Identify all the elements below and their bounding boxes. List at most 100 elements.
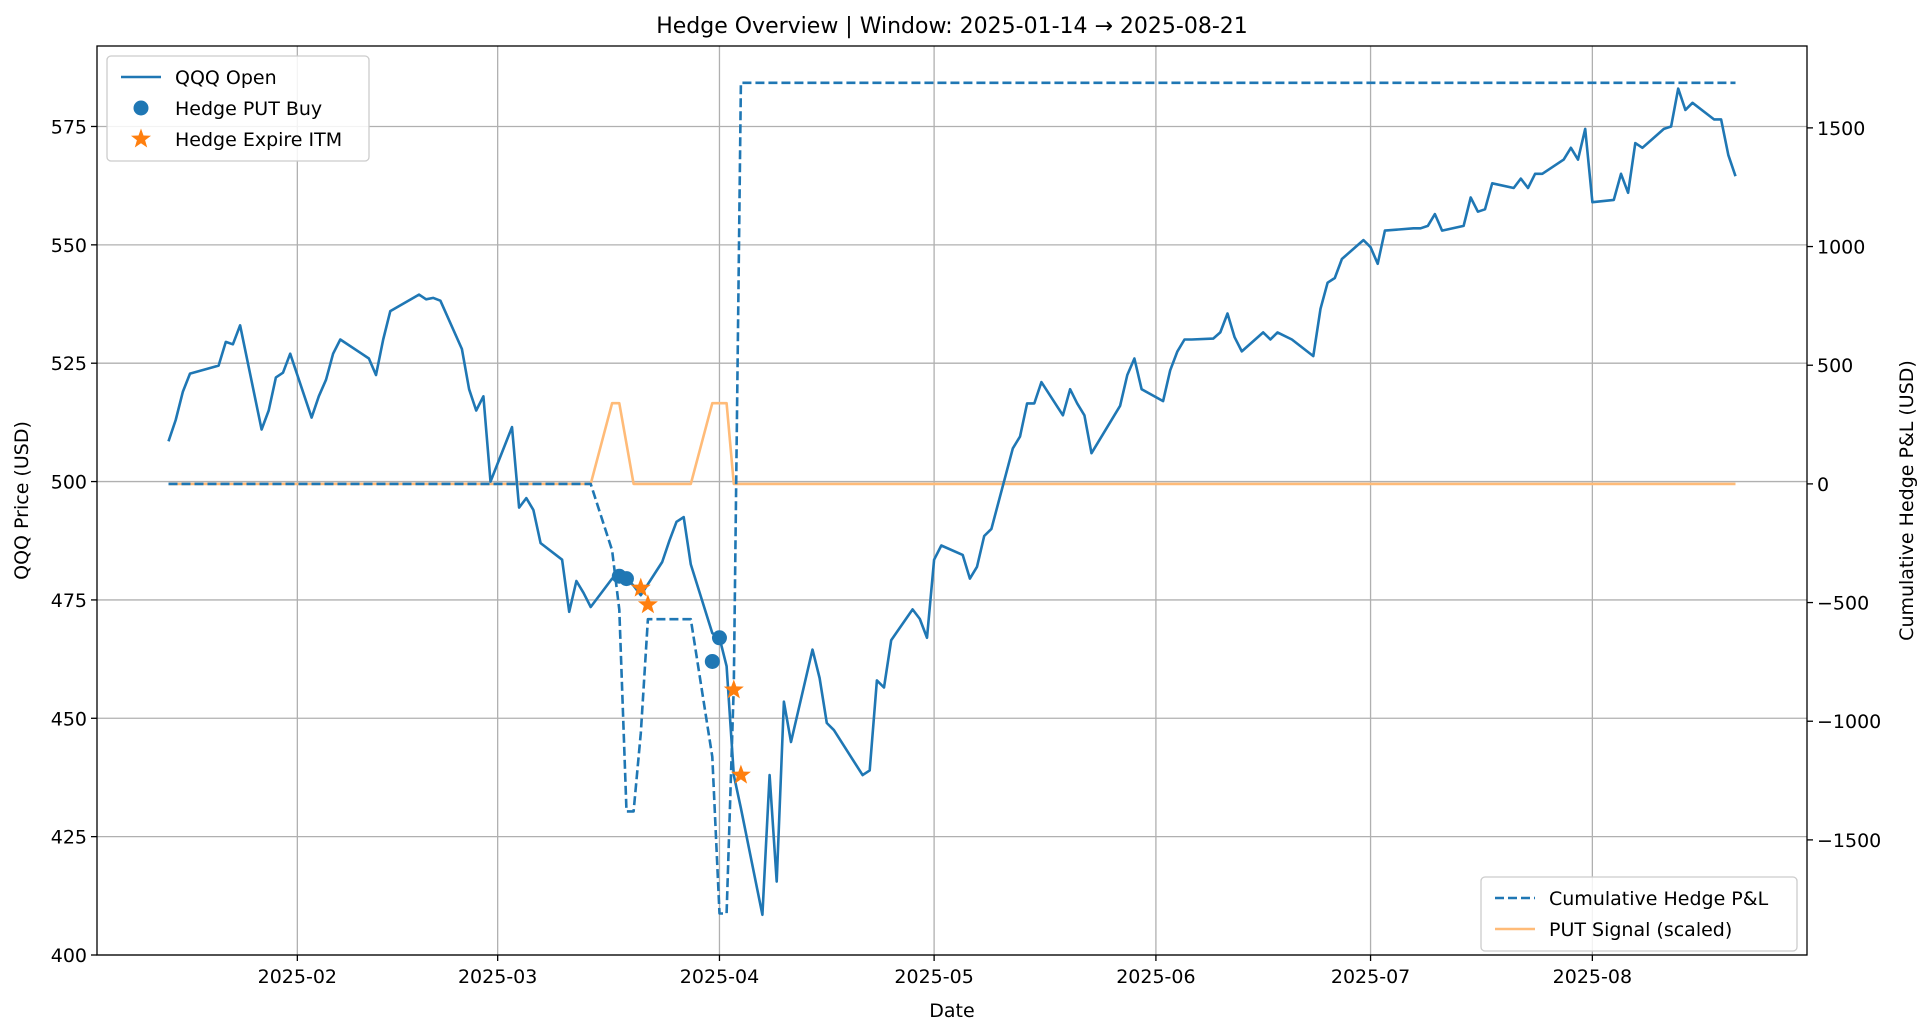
qqq-open-point	[389, 310, 391, 312]
qqq-open-point	[890, 639, 892, 641]
qqq-open-point	[1369, 246, 1371, 248]
put-signal-scaled-point	[690, 483, 692, 485]
qqq-open-point	[1226, 312, 1228, 314]
qqq-open-point	[869, 769, 871, 771]
x-tick-label: 2025-05	[894, 966, 973, 988]
qqq-open-point	[725, 665, 727, 667]
qqq-open-point	[539, 542, 541, 544]
ticks: 2025-02 2025-03 2025-04 2025-05 2025-06 2025-…	[51, 116, 1882, 988]
qqq-open-point	[1613, 199, 1615, 201]
qqq-open-point	[1384, 229, 1386, 231]
put-signal-scaled-point	[618, 402, 620, 404]
qqq-open-point	[919, 618, 921, 620]
cumulative-hedge-p-l-point	[718, 912, 720, 914]
legend-frame	[1480, 876, 1798, 952]
qqq-open-point	[1491, 182, 1493, 184]
qqq-open-point	[382, 338, 384, 340]
qqq-open-point	[432, 297, 434, 299]
qqq-open-point	[1276, 331, 1278, 333]
legend-left: QQQ Open Hedge PUT Buy Hedge Expire ITM	[106, 55, 370, 162]
qqq-open-point	[1176, 350, 1178, 352]
qqq-open-point	[1133, 357, 1135, 359]
qqq-open-point	[439, 300, 441, 302]
cumulative-hedge-p-l-point	[590, 483, 592, 485]
legend-label-hedge-put-buy: Hedge PUT Buy	[175, 98, 322, 120]
y-left-tick-label: 400	[51, 945, 87, 967]
qqq-open-point	[1427, 225, 1429, 227]
qqq-open-point	[1627, 192, 1629, 194]
qqq-open-point	[1083, 414, 1085, 416]
qqq-open-point	[876, 679, 878, 681]
qqq-open-point	[911, 608, 913, 610]
y-left-axis-label: QQQ Price (USD)	[11, 421, 33, 580]
hedge-put-buy-marker	[618, 571, 634, 587]
qqq-open-point	[1734, 175, 1736, 177]
qqq-open-point	[239, 324, 241, 326]
put-signal-scaled-point	[711, 402, 713, 404]
qqq-open-point	[926, 637, 928, 639]
qqq-open-point	[1462, 225, 1464, 227]
qqq-open-point	[1119, 405, 1121, 407]
qqq-open-point	[189, 372, 191, 374]
qqq-open-point	[525, 497, 527, 499]
put-signal-scaled-point	[1734, 483, 1736, 485]
legend-label-qqq-open: QQQ Open	[175, 67, 277, 89]
qqq-open-point	[518, 506, 520, 508]
qqq-open-point	[1026, 402, 1028, 404]
cumulative-hedge-p-l-line	[168, 81, 1736, 915]
qqq-open-point	[568, 611, 570, 613]
y-left-tick-label: 450	[51, 708, 87, 730]
qqq-open-point	[1126, 374, 1128, 376]
cumulative-hedge-p-l-point	[690, 618, 692, 620]
qqq-open-point	[475, 409, 477, 411]
qqq-open-point	[1019, 435, 1021, 437]
qqq-open-point	[933, 559, 935, 561]
qqq-open-point	[268, 409, 270, 411]
qqq-open-point	[969, 577, 971, 579]
cumulative-hedge-p-l-point	[611, 549, 613, 551]
hedge-expire-itm-marker	[723, 679, 744, 699]
qqq-open-point	[1691, 102, 1693, 104]
cumulative-hedge-p-l-point	[740, 82, 742, 84]
legend-key-hedge-put-buy	[133, 100, 149, 116]
qqq-open-point	[826, 722, 828, 724]
marker-layer	[611, 568, 751, 784]
qqq-open-point	[575, 580, 577, 582]
qqq-open-point	[332, 353, 334, 355]
legend-right: Cumulative Hedge P&L PUT Signal (scaled)	[1480, 876, 1798, 952]
qqq-open-point	[1441, 229, 1443, 231]
qqq-open-point	[1527, 187, 1529, 189]
qqq-open-point	[1634, 142, 1636, 144]
x-tick-label: 2025-02	[258, 966, 337, 988]
qqq-open-point	[861, 774, 863, 776]
qqq-open-point	[582, 592, 584, 594]
plot-frame	[96, 45, 1808, 956]
chart-title: Hedge Overview | Window: 2025-01-14 → 20…	[656, 14, 1248, 39]
qqq-open-point	[468, 388, 470, 390]
qqq-open-point	[182, 390, 184, 392]
cumulative-hedge-p-l-point	[725, 912, 727, 914]
qqq-open-point	[962, 554, 964, 556]
qqq-open-point	[833, 729, 835, 731]
qqq-open-point	[1434, 213, 1436, 215]
cumulative-hedge-p-l-point	[711, 756, 713, 758]
qqq-open-point	[640, 594, 642, 596]
x-tick-label: 2025-04	[680, 966, 759, 988]
qqq-open-point	[339, 338, 341, 340]
qqq-open-point	[1269, 338, 1271, 340]
qqq-open-point	[368, 357, 370, 359]
legend-label-cumulative-hedge-p-l: Cumulative Hedge P&L	[1549, 888, 1769, 910]
hedge-pnl-layer	[168, 81, 1736, 915]
qqq-open-point	[532, 509, 534, 511]
put-signal-scaled-point	[733, 483, 735, 485]
qqq-open-point	[318, 395, 320, 397]
qqq-open-point	[1584, 128, 1586, 130]
qqq-open-point	[983, 535, 985, 537]
qqq-open-point	[675, 521, 677, 523]
qqq-open-point	[1362, 239, 1364, 241]
qqq-open-point	[1677, 87, 1679, 89]
qqq-open-point	[289, 353, 291, 355]
qqq-open-point	[1727, 154, 1729, 156]
